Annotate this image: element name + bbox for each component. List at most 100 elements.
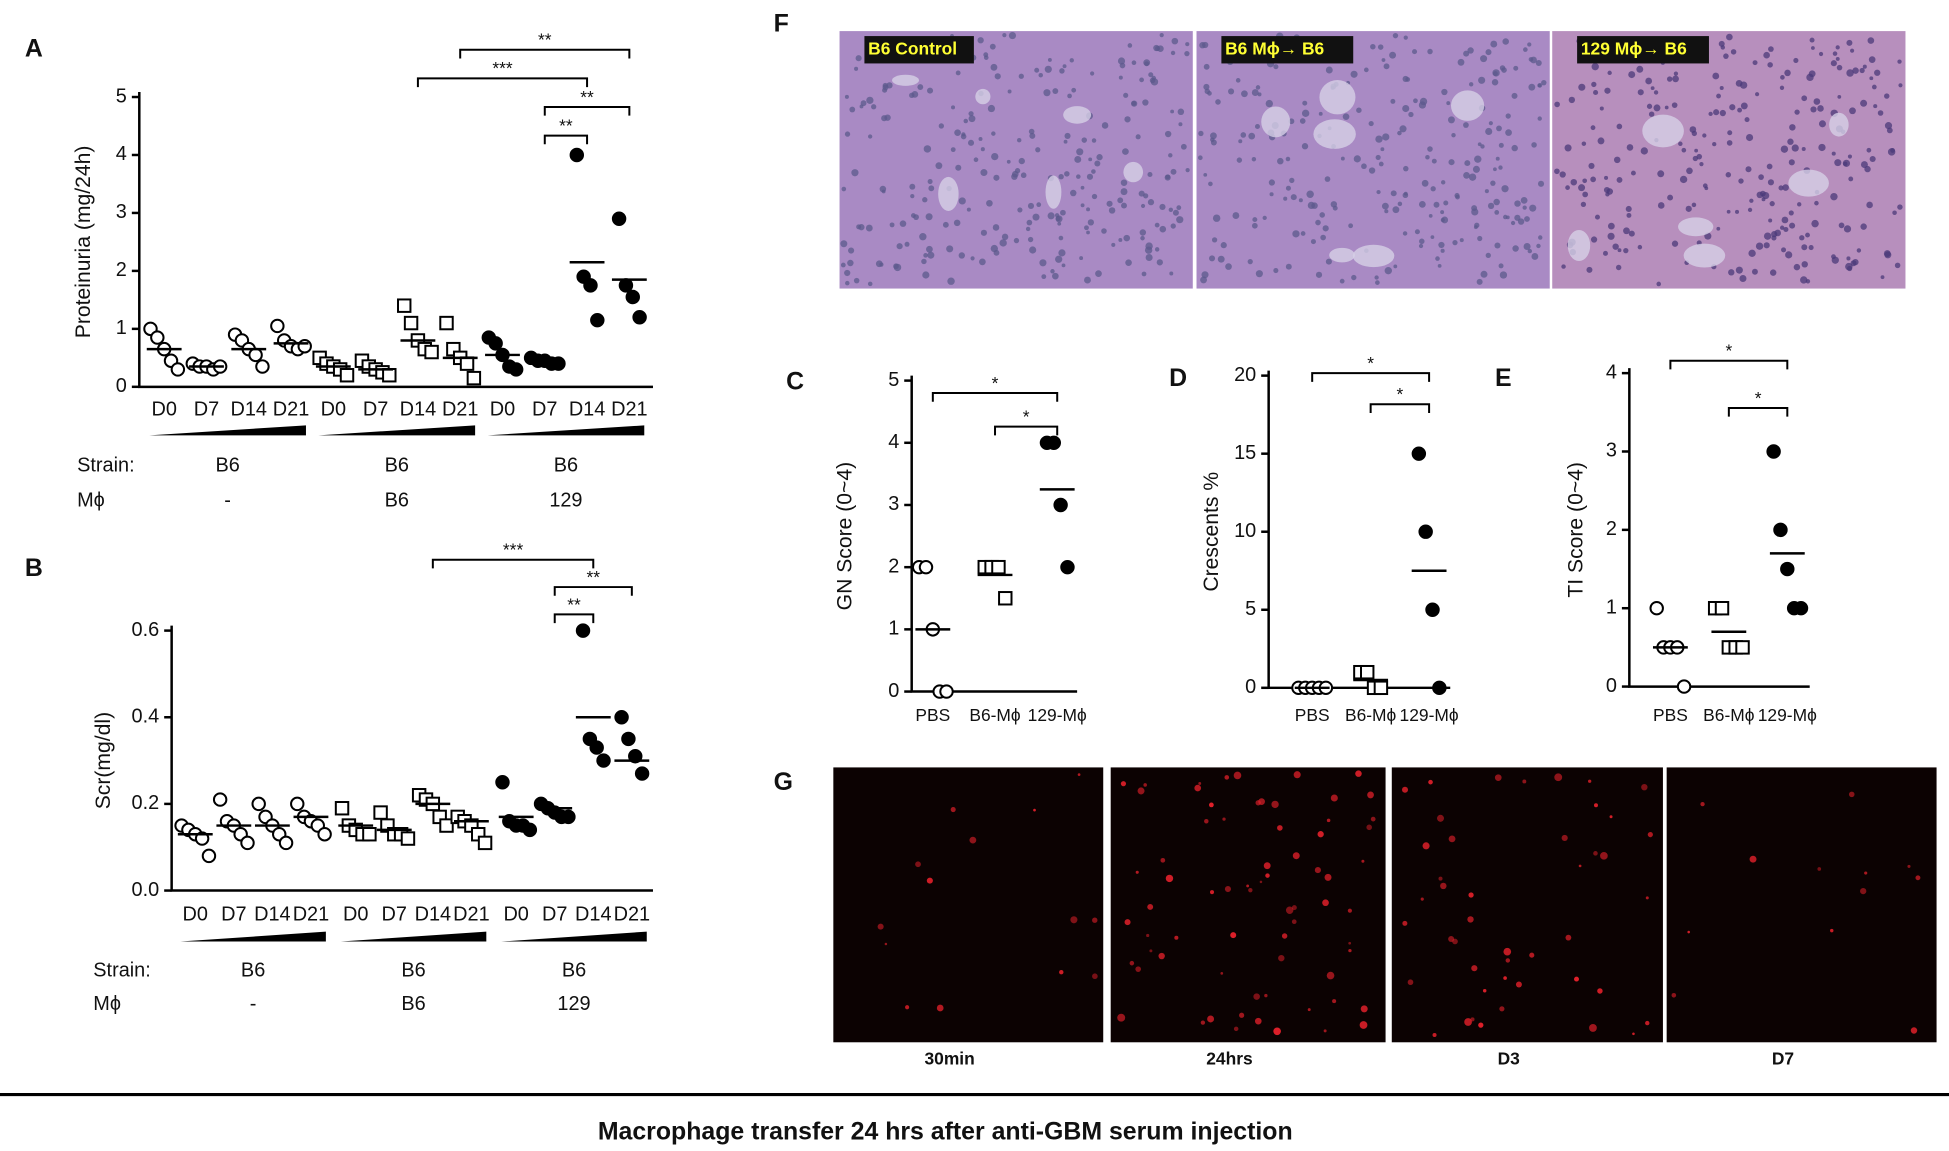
- cell-nucleus: [856, 224, 862, 230]
- y-tick-label: 10: [1234, 520, 1256, 542]
- fluorescent-cell: [1149, 949, 1153, 953]
- significance-bracket: [553, 613, 595, 624]
- data-point: [998, 591, 1013, 606]
- cell-nucleus: [1623, 227, 1630, 235]
- cell-nucleus: [1485, 127, 1493, 136]
- y-tick-label: 15: [1234, 442, 1256, 464]
- cell-nucleus: [921, 258, 927, 265]
- strain-value: B6: [562, 960, 586, 982]
- cell-nucleus: [1202, 41, 1209, 49]
- fluorescent-cell: [1464, 1018, 1472, 1026]
- cell-nucleus: [1797, 202, 1802, 207]
- cell-nucleus: [1088, 157, 1093, 162]
- cell-nucleus: [1211, 237, 1218, 243]
- cell-nucleus: [1493, 198, 1500, 206]
- cell-nucleus: [1209, 255, 1216, 262]
- cell-nucleus: [1180, 143, 1187, 150]
- cell-nucleus: [1027, 236, 1034, 243]
- caption: Macrophage transfer 24 hrs after anti-GB…: [598, 1118, 1293, 1146]
- y-tick-label: 0.2: [132, 792, 160, 814]
- fluorescent-cell: [1224, 885, 1231, 893]
- cell-nucleus: [853, 277, 860, 284]
- fluorescent-cell: [1554, 773, 1563, 782]
- cell-nucleus: [1290, 194, 1297, 201]
- cell-nucleus: [1034, 67, 1040, 73]
- mphi-value: 129: [557, 993, 590, 1015]
- cell-nucleus: [1779, 225, 1785, 230]
- cell-nucleus: [1897, 59, 1902, 64]
- fluorescent-cell: [1609, 815, 1613, 819]
- cell-nucleus: [1681, 147, 1687, 153]
- cell-nucleus: [1084, 276, 1091, 284]
- fluorescent-cell: [1467, 916, 1474, 923]
- cell-nucleus: [1118, 237, 1123, 242]
- strain-value: B6: [385, 455, 409, 477]
- significance-bracket: [543, 105, 631, 116]
- y-tick-label: 2: [1606, 518, 1617, 540]
- fluorescent-cell: [1323, 1029, 1327, 1033]
- cell-nucleus: [1302, 100, 1308, 106]
- data-point: [255, 359, 270, 374]
- cell-nucleus: [1726, 209, 1731, 214]
- cell-nucleus: [1628, 71, 1636, 79]
- cell-nucleus: [1382, 133, 1390, 141]
- fluorescent-cell: [1407, 979, 1414, 986]
- cell-nucleus: [1459, 238, 1464, 243]
- cell-nucleus: [923, 253, 928, 258]
- cell-nucleus: [1463, 172, 1470, 179]
- cell-nucleus: [1052, 272, 1059, 280]
- cell-nucleus: [1527, 248, 1533, 254]
- significance-bracket: [1669, 359, 1789, 370]
- cell-nucleus: [1520, 197, 1528, 204]
- cell-nucleus: [1178, 122, 1183, 127]
- cell-nucleus: [1062, 64, 1067, 69]
- cell-nucleus: [1561, 264, 1566, 269]
- significance-bracket: [1311, 372, 1431, 382]
- cell-nucleus: [1147, 172, 1153, 178]
- cell-nucleus: [1890, 148, 1895, 153]
- image-label-bg: [1577, 36, 1709, 64]
- cell-nucleus: [922, 197, 928, 203]
- cell-nucleus: [1074, 155, 1082, 163]
- cell-nucleus: [1177, 108, 1185, 116]
- fluorescent-cell: [1239, 1012, 1245, 1018]
- cell-nucleus: [1080, 185, 1085, 190]
- cell-nucleus: [1125, 259, 1132, 266]
- cell-nucleus: [1059, 68, 1065, 74]
- x-tick-label: D7: [221, 904, 246, 926]
- fluorescent-cell: [1360, 1005, 1368, 1013]
- cell-nucleus: [1726, 140, 1733, 146]
- cell-nucleus: [1203, 63, 1210, 70]
- fluorescent-cell: [1158, 952, 1165, 960]
- cell-nucleus: [865, 224, 873, 232]
- cell-nucleus: [966, 207, 971, 212]
- cell-nucleus: [882, 87, 888, 93]
- cell-nucleus: [1846, 39, 1853, 46]
- cell-nucleus: [980, 229, 988, 236]
- cell-nucleus: [1127, 43, 1133, 48]
- fluorescent-cell: [1860, 887, 1867, 895]
- cell-nucleus: [1122, 148, 1129, 155]
- cell-nucleus: [970, 256, 975, 261]
- data-point: [583, 278, 598, 293]
- cell-nucleus: [1001, 233, 1009, 241]
- x-tick-label: D21: [611, 399, 648, 421]
- cell-nucleus: [1318, 111, 1323, 116]
- dose-wedge: [149, 425, 306, 436]
- cell-nucleus: [1289, 177, 1295, 184]
- cell-nucleus: [868, 134, 873, 139]
- cell-nucleus: [1184, 51, 1190, 57]
- cell-nucleus: [1513, 65, 1519, 71]
- x-tick-label: B6-Mϕ: [1703, 705, 1755, 725]
- cell-nucleus: [919, 233, 927, 241]
- cell-nucleus: [1484, 189, 1489, 194]
- fluorescent-cell: [1355, 770, 1362, 777]
- fluorescent-cell: [1915, 875, 1921, 881]
- cell-nucleus: [1251, 157, 1257, 162]
- cell-nucleus: [1744, 117, 1750, 123]
- cell-nucleus: [1091, 193, 1098, 200]
- cell-nucleus: [1691, 202, 1697, 208]
- fluorescent-cell: [1129, 960, 1135, 966]
- cell-nucleus: [990, 63, 998, 71]
- cell-nucleus: [1159, 203, 1166, 211]
